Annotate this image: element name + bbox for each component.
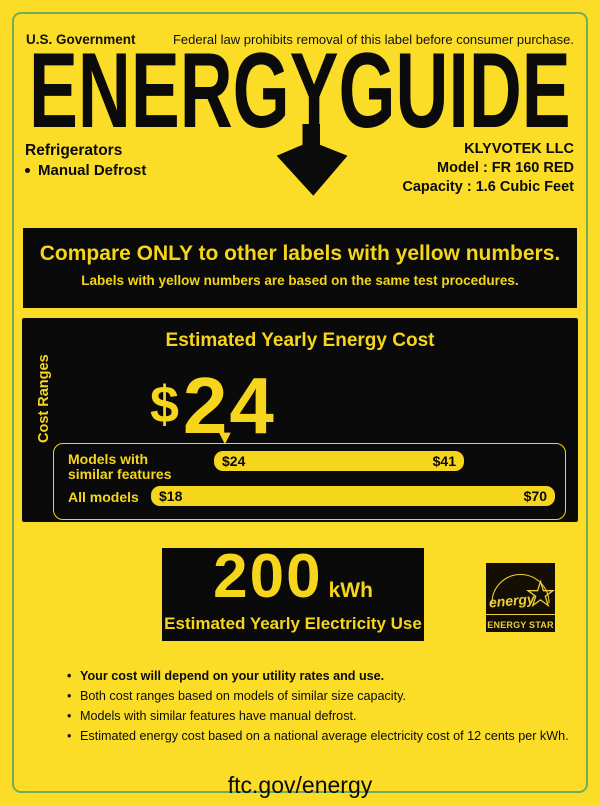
svg-text:energy: energy [488, 590, 536, 610]
